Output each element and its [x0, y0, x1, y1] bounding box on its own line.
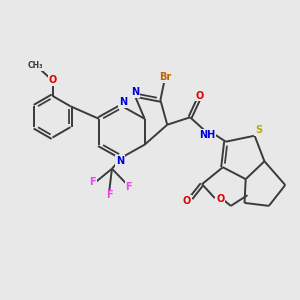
Text: F: F [106, 190, 112, 200]
Text: N: N [119, 98, 127, 107]
Text: NH: NH [199, 130, 215, 140]
Text: F: F [90, 177, 96, 187]
Text: O: O [196, 91, 204, 100]
Text: O: O [48, 76, 57, 85]
Text: N: N [131, 87, 139, 97]
Text: Br: Br [159, 73, 172, 82]
Text: O: O [216, 194, 224, 204]
Text: CH₃: CH₃ [28, 61, 43, 70]
Text: O: O [183, 196, 191, 206]
Text: N: N [116, 156, 124, 166]
Text: F: F [126, 182, 132, 192]
Text: S: S [255, 125, 262, 135]
